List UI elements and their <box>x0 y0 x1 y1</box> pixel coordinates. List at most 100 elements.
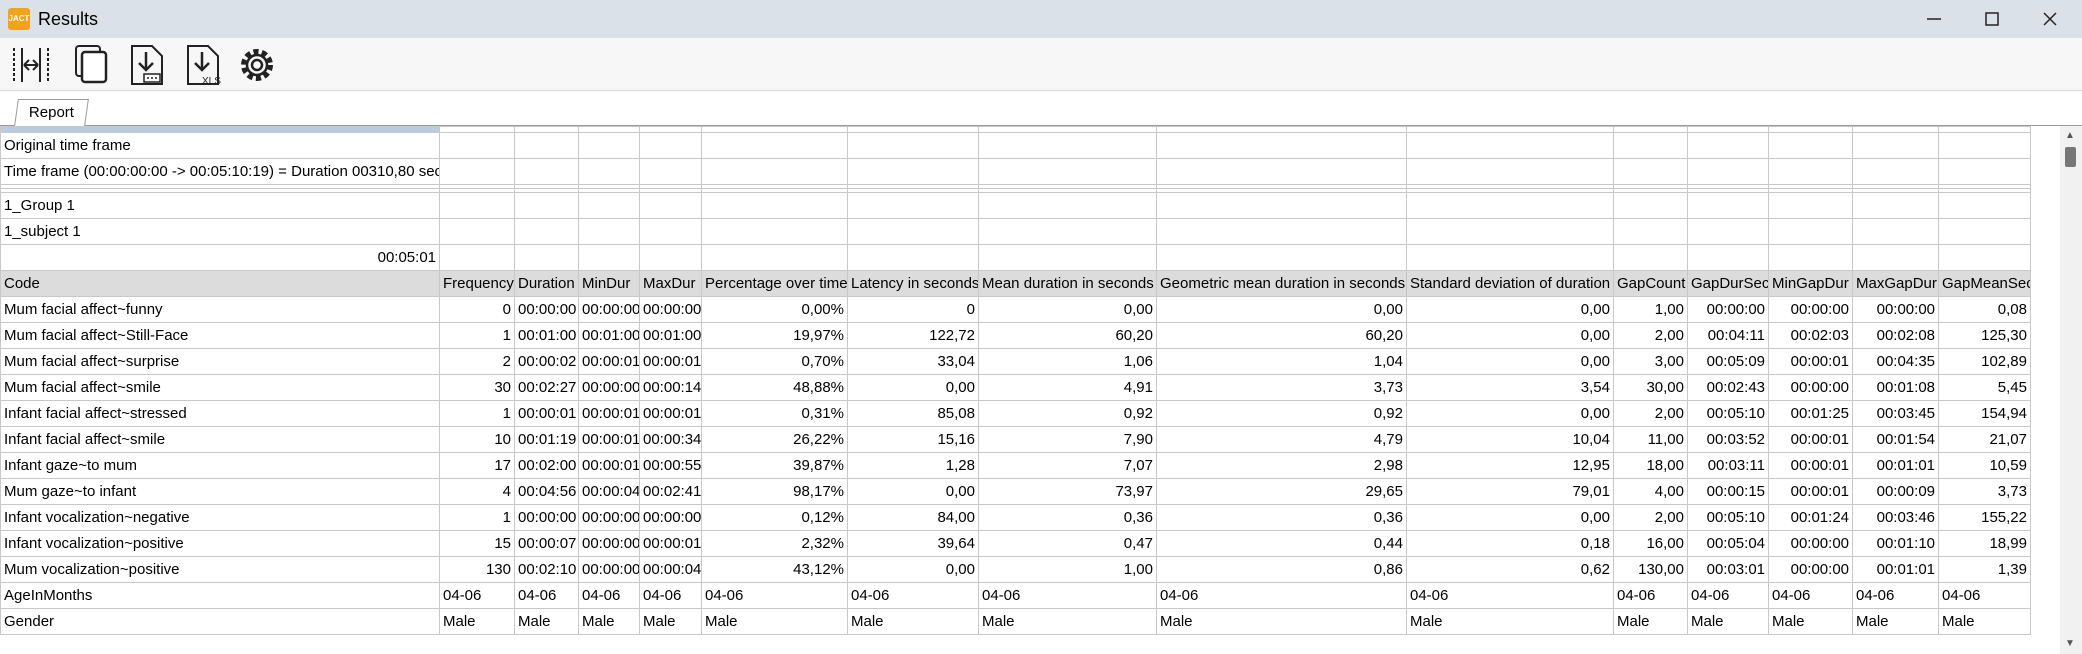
cell[interactable] <box>1406 218 1614 245</box>
gender-value[interactable]: Male <box>514 608 579 635</box>
value-cell[interactable]: 00:03:46 <box>1852 504 1939 531</box>
cell[interactable] <box>1406 158 1614 185</box>
cell[interactable] <box>578 132 640 159</box>
cell[interactable] <box>639 158 702 185</box>
value-cell[interactable]: 3,73 <box>1938 478 2031 505</box>
value-cell[interactable]: 11,00 <box>1613 426 1688 453</box>
value-cell[interactable]: 00:00:00 <box>1768 374 1853 401</box>
cell[interactable] <box>1156 158 1407 185</box>
value-cell[interactable]: 2,32% <box>701 530 848 557</box>
cell[interactable] <box>847 132 979 159</box>
cell[interactable] <box>1768 192 1853 219</box>
age-value[interactable]: 04-06 <box>1156 582 1407 609</box>
value-cell[interactable]: 0 <box>439 296 515 323</box>
cell[interactable] <box>439 158 515 185</box>
cell[interactable] <box>978 132 1157 159</box>
value-cell[interactable]: 30,00 <box>1613 374 1688 401</box>
cell[interactable] <box>1687 132 1769 159</box>
value-cell[interactable]: 00:00:00 <box>639 504 702 531</box>
value-cell[interactable]: 00:00:07 <box>514 530 579 557</box>
value-cell[interactable]: 15 <box>439 530 515 557</box>
value-cell[interactable]: 154,94 <box>1938 400 2031 427</box>
value-cell[interactable]: 0,12% <box>701 504 848 531</box>
value-cell[interactable]: 21,07 <box>1938 426 2031 453</box>
gender-value[interactable]: Male <box>578 608 640 635</box>
code-cell[interactable]: Infant gaze~to mum <box>0 452 440 479</box>
cell[interactable] <box>1852 132 1939 159</box>
value-cell[interactable]: 0,00 <box>1406 322 1614 349</box>
value-cell[interactable]: 00:00:01 <box>578 426 640 453</box>
cell[interactable] <box>1613 158 1688 185</box>
age-value[interactable]: 04-06 <box>1768 582 1853 609</box>
value-cell[interactable]: 00:02:27 <box>514 374 579 401</box>
value-cell[interactable]: 2,00 <box>1613 504 1688 531</box>
value-cell[interactable]: 00:00:01 <box>514 400 579 427</box>
cell[interactable] <box>978 218 1157 245</box>
maximize-button[interactable] <box>1963 0 2021 38</box>
value-cell[interactable]: 0,00 <box>847 478 979 505</box>
value-cell[interactable]: 0,31% <box>701 400 848 427</box>
value-cell[interactable]: 00:02:43 <box>1687 374 1769 401</box>
cell[interactable] <box>1156 192 1407 219</box>
gender-value[interactable]: Male <box>978 608 1157 635</box>
value-cell[interactable]: 00:00:01 <box>639 530 702 557</box>
code-cell[interactable]: Mum facial affect~surprise <box>0 348 440 375</box>
value-cell[interactable]: 43,12% <box>701 556 848 583</box>
cell[interactable] <box>1687 158 1769 185</box>
scroll-up-icon[interactable]: ▲ <box>2065 130 2075 141</box>
columns-button[interactable] <box>8 42 54 88</box>
cell[interactable] <box>1156 218 1407 245</box>
value-cell[interactable]: 00:03:01 <box>1687 556 1769 583</box>
value-cell[interactable]: 00:02:10 <box>514 556 579 583</box>
value-cell[interactable]: 00:04:56 <box>514 478 579 505</box>
value-cell[interactable]: 0,00 <box>1406 296 1614 323</box>
value-cell[interactable]: 00:00:04 <box>578 478 640 505</box>
value-cell[interactable]: 00:00:00 <box>578 556 640 583</box>
close-button[interactable] <box>2021 0 2079 38</box>
value-cell[interactable]: 0,86 <box>1156 556 1407 583</box>
age-value[interactable]: 04-06 <box>701 582 848 609</box>
value-cell[interactable]: 3,73 <box>1156 374 1407 401</box>
value-cell[interactable]: 48,88% <box>701 374 848 401</box>
cell[interactable] <box>1687 218 1769 245</box>
value-cell[interactable]: 10 <box>439 426 515 453</box>
value-cell[interactable]: 29,65 <box>1156 478 1407 505</box>
gender-value[interactable]: Male <box>1687 608 1769 635</box>
column-header[interactable]: Geometric mean duration in seconds <box>1156 270 1407 297</box>
cell[interactable] <box>439 192 515 219</box>
value-cell[interactable]: 0,70% <box>701 348 848 375</box>
value-cell[interactable]: 2,00 <box>1613 400 1688 427</box>
value-cell[interactable]: 00:04:35 <box>1852 348 1939 375</box>
value-cell[interactable]: 00:00:15 <box>1687 478 1769 505</box>
value-cell[interactable]: 0,00 <box>978 296 1157 323</box>
column-header[interactable]: Frequency <box>439 270 515 297</box>
cell[interactable] <box>1768 158 1853 185</box>
value-cell[interactable]: 10,04 <box>1406 426 1614 453</box>
value-cell[interactable]: 00:00:00 <box>1687 296 1769 323</box>
value-cell[interactable]: 00:02:03 <box>1768 322 1853 349</box>
value-cell[interactable]: 102,89 <box>1938 348 2031 375</box>
value-cell[interactable]: 4,91 <box>978 374 1157 401</box>
value-cell[interactable]: 00:00:02 <box>514 348 579 375</box>
value-cell[interactable]: 00:00:01 <box>639 400 702 427</box>
cell[interactable] <box>1852 158 1939 185</box>
column-header[interactable]: Duration <box>514 270 579 297</box>
cell[interactable] <box>578 218 640 245</box>
value-cell[interactable]: 00:00:01 <box>578 348 640 375</box>
cell[interactable] <box>847 218 979 245</box>
cell[interactable] <box>639 218 702 245</box>
value-cell[interactable]: 130,00 <box>1613 556 1688 583</box>
cell[interactable] <box>847 244 979 271</box>
gender-value[interactable]: Male <box>1852 608 1939 635</box>
value-cell[interactable]: 1 <box>439 400 515 427</box>
code-cell[interactable]: Mum vocalization~positive <box>0 556 440 583</box>
cell[interactable] <box>639 192 702 219</box>
value-cell[interactable]: 00:01:54 <box>1852 426 1939 453</box>
value-cell[interactable]: 0,00 <box>1406 400 1614 427</box>
cell[interactable] <box>578 192 640 219</box>
cell[interactable] <box>1687 192 1769 219</box>
value-cell[interactable]: 00:00:01 <box>1768 426 1853 453</box>
value-cell[interactable]: 0,08 <box>1938 296 2031 323</box>
code-cell[interactable]: Infant facial affect~stressed <box>0 400 440 427</box>
column-header[interactable]: GapMeanSec <box>1938 270 2031 297</box>
